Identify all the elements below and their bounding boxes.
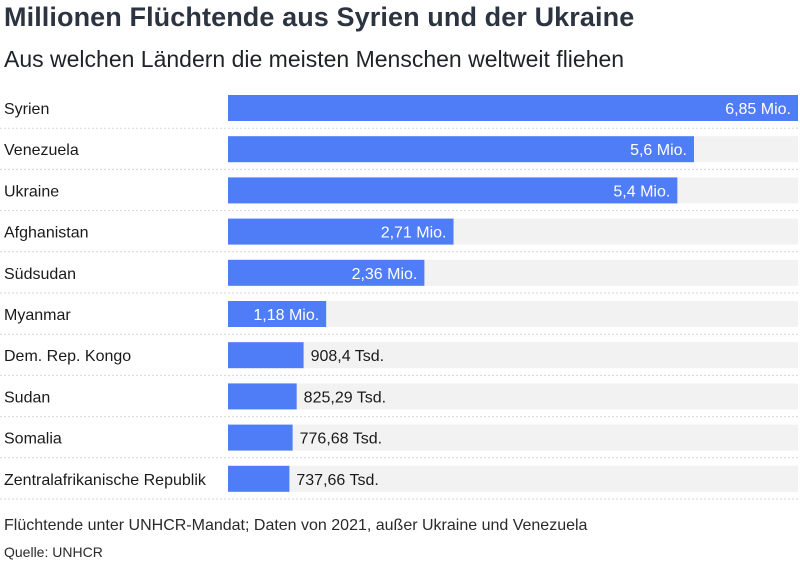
bar	[228, 424, 293, 451]
data-label: 776,68 Tsd.	[300, 431, 382, 448]
bar	[228, 465, 290, 492]
category-label: Myanmar	[4, 307, 71, 324]
bar-track	[228, 424, 798, 451]
category-label: Ukraine	[4, 183, 59, 200]
bar	[228, 259, 425, 286]
bar	[228, 342, 304, 369]
data-label: 2,71 Mio.	[381, 225, 447, 242]
data-label: 6,85 Mio.	[725, 101, 791, 118]
footnote: Flüchtende unter UNHCR-Mandat; Daten von…	[4, 517, 588, 534]
data-label: 737,66 Tsd.	[296, 472, 378, 489]
bar	[228, 177, 678, 204]
category-label: Venezuela	[4, 142, 79, 159]
data-label: 1,18 Mio.	[253, 307, 319, 324]
category-label: Syrien	[4, 101, 49, 118]
bar	[228, 218, 454, 245]
bar-chart: Syrien 6,85 Mio. Venezuela 5,6 Mio. Ukraine 5…	[0, 95, 800, 500]
source-note: Quelle: UNHCR	[4, 544, 103, 560]
bar-track	[228, 465, 798, 492]
category-label: Somalia	[4, 431, 62, 448]
category-label: Südsudan	[4, 266, 76, 283]
category-label: Zentralafrikanische Republik	[4, 472, 207, 489]
bar	[228, 136, 694, 163]
data-label: 5,4 Mio.	[613, 183, 670, 200]
bar-track	[228, 342, 798, 369]
data-label: 908,4 Tsd.	[311, 348, 385, 365]
data-label: 2,36 Mio.	[352, 266, 418, 283]
bar	[228, 95, 798, 121]
category-label: Dem. Rep. Kongo	[4, 348, 131, 365]
chart-subtitle: Aus welchen Ländern die meisten Menschen…	[4, 46, 625, 72]
data-label: 825,29 Tsd.	[304, 389, 386, 406]
data-label: 5,6 Mio.	[630, 142, 687, 159]
bar	[228, 383, 297, 410]
chart-title: Millionen Flüchtende aus Syrien und der …	[4, 2, 635, 32]
category-label: Afghanistan	[4, 225, 89, 242]
category-label: Sudan	[4, 389, 50, 406]
bar	[228, 301, 327, 327]
bar-track	[228, 383, 798, 410]
